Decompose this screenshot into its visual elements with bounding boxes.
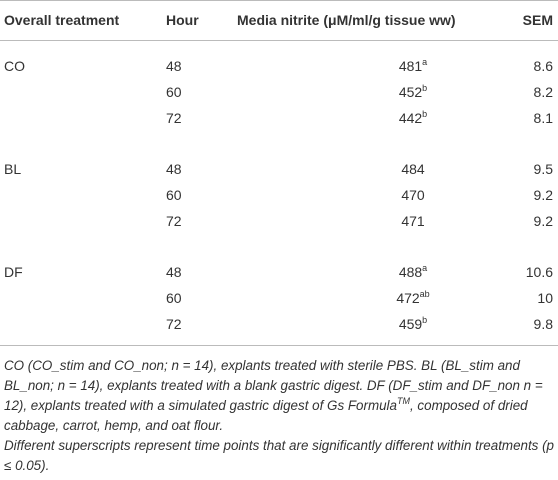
nitrite-cell: 488a [399, 263, 427, 281]
header-cell: Overall treatment [4, 12, 120, 28]
treatment-cell: CO [4, 58, 25, 74]
nitrite-value: 452 [398, 84, 423, 100]
nitrite-cell: 472ab [396, 289, 429, 307]
superscript: b [422, 315, 428, 325]
nitrite-cell: 470 [401, 186, 424, 204]
nitrite-value: 472 [396, 290, 420, 306]
sem-cell: 8.2 [533, 84, 553, 100]
top-rule [0, 0, 558, 1]
superscript: a [422, 57, 428, 67]
nitrite-cell: 484 [401, 160, 424, 178]
treatment-cell: DF [4, 264, 23, 280]
header-rule [0, 40, 558, 41]
superscript: b [422, 83, 428, 93]
sem-cell: 9.2 [533, 213, 553, 229]
nitrite-cell: 481a [399, 57, 427, 75]
hour-cell: 48 [166, 264, 182, 280]
superscript: a [422, 263, 428, 273]
superscript: b [422, 109, 428, 119]
footnote-note: Different superscripts represent time po… [4, 438, 555, 473]
nitrite-value: 442 [398, 110, 423, 126]
bottom-rule [0, 345, 558, 346]
footnote: CO (CO_stim and CO_non; n = 14), explant… [4, 356, 554, 476]
sem-cell: 9.5 [533, 161, 553, 177]
footnote-part: CO (CO_stim and CO_non; n = 14), explant… [4, 358, 543, 413]
sem-cell: 8.1 [533, 110, 553, 126]
sem-cell: 10.6 [525, 264, 553, 280]
hour-cell: 48 [166, 58, 182, 74]
nitrite-cell: 452b [399, 83, 427, 101]
header-cell: Media nitrite (μM/ml/g tissue ww) [237, 12, 456, 28]
sem-cell: 9.2 [533, 187, 553, 203]
sem-cell: 9.8 [533, 316, 553, 332]
hour-cell: 60 [166, 84, 182, 100]
nitrite-value: 459 [398, 316, 423, 332]
nitrite-value: 484 [401, 161, 425, 177]
nitrite-cell: 442b [399, 109, 427, 127]
nitrite-value: 471 [401, 213, 425, 229]
nitrite-cell: 459b [399, 315, 427, 333]
nitrite-value: 470 [401, 187, 425, 203]
footnote-text: CO (CO_stim and CO_non; n = 14), explant… [4, 356, 554, 436]
superscript: TM [396, 396, 410, 406]
hour-cell: 72 [166, 110, 182, 126]
nitrite-cell: 471 [401, 212, 424, 230]
hour-cell: 60 [166, 187, 182, 203]
sem-cell: 10 [537, 290, 553, 306]
sem-cell: 8.6 [533, 58, 553, 74]
header-cell: SEM [522, 12, 553, 28]
hour-cell: 72 [166, 316, 182, 332]
hour-cell: 60 [166, 290, 182, 306]
header-cell: Hour [166, 12, 199, 28]
footnote-part: , composed of dried cabbage, carrot, hem… [4, 398, 528, 433]
hour-cell: 48 [166, 161, 182, 177]
treatment-cell: BL [4, 161, 22, 177]
nitrite-value: 488 [398, 264, 423, 280]
nitrite-value: 481 [398, 58, 423, 74]
hour-cell: 72 [166, 213, 182, 229]
superscript: ab [419, 289, 430, 299]
